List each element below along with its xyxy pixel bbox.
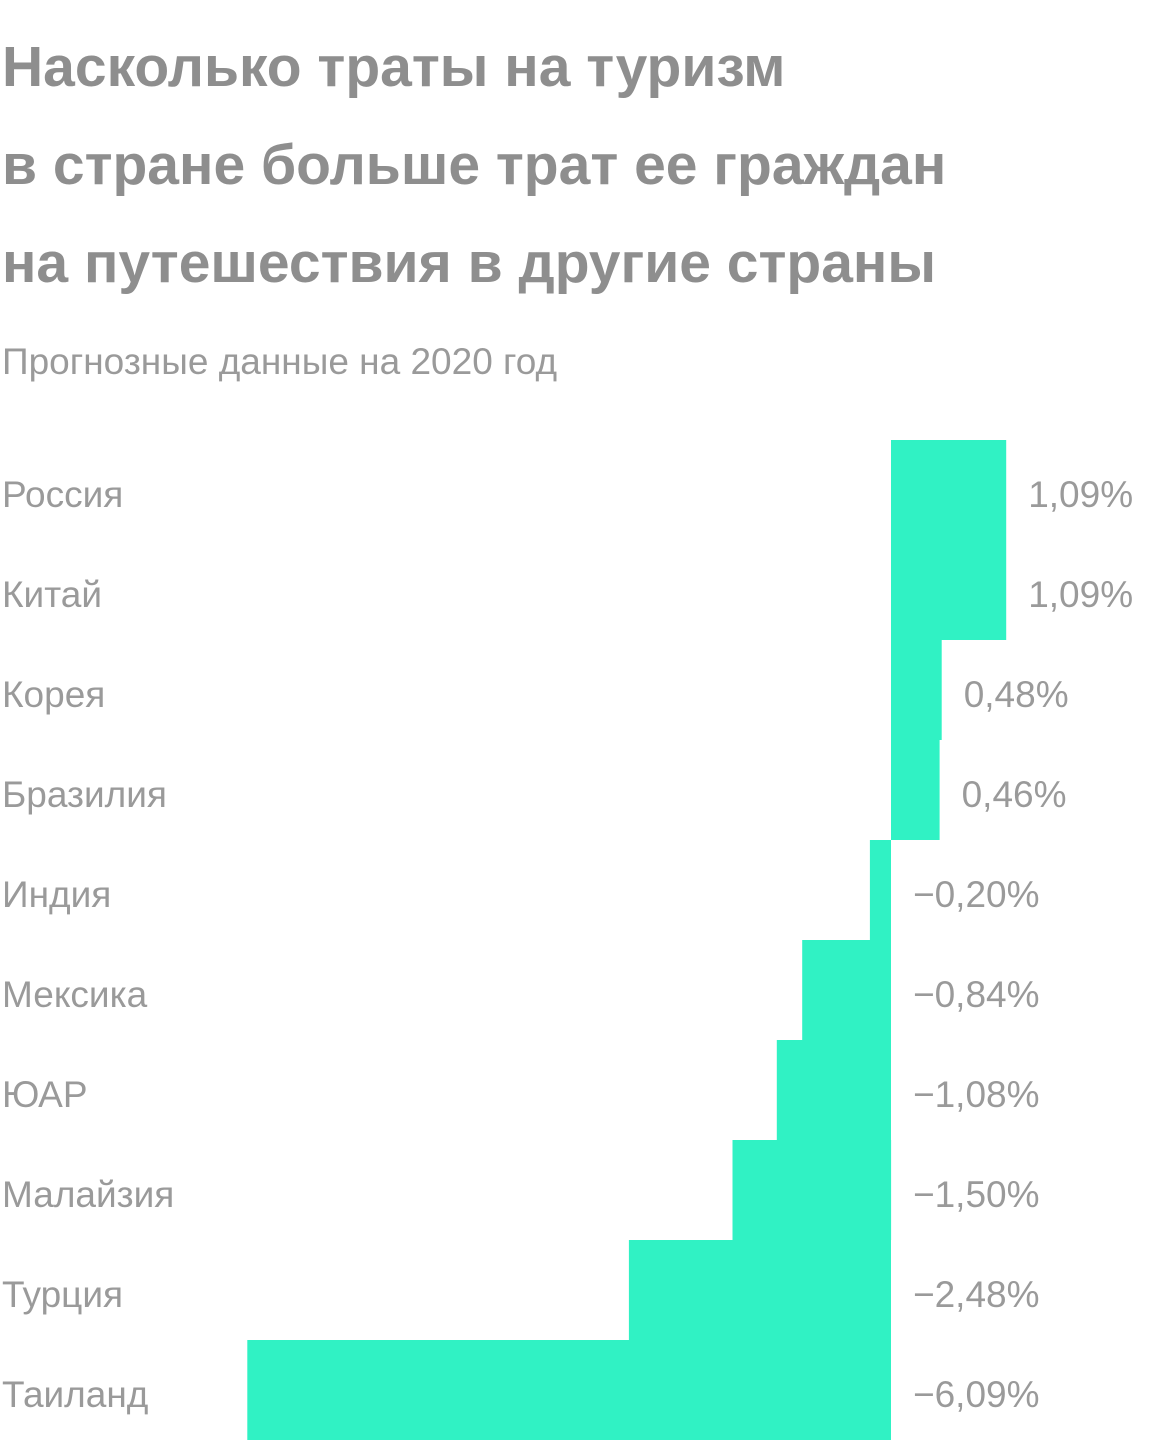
category-label-1: Россия xyxy=(2,474,123,515)
category-label-7: ЮАР xyxy=(2,1074,88,1115)
bar-9 xyxy=(628,1240,891,1340)
value-label-5: −0,20% xyxy=(913,874,1040,915)
bar-5 xyxy=(869,840,891,940)
value-label-7: −1,08% xyxy=(913,1074,1040,1115)
chart-title: Насколько траты на туризм в стране больш… xyxy=(2,18,1152,312)
category-label-8: Малайзия xyxy=(2,1174,174,1215)
category-label-4: Бразилия xyxy=(2,774,167,815)
chart-subtitle: Прогнозные данные на 2020 год xyxy=(2,341,558,382)
value-labels-group: 1,09% 1,09% 0,48% 0,46% −0,20% −0,84% −1,08% −1… xyxy=(913,474,1133,1415)
bar-1 xyxy=(891,440,1007,540)
chart-title-line-3: на путешествия в другие страны xyxy=(2,231,937,295)
value-label-4: 0,46% xyxy=(962,774,1067,815)
category-label-9: Турция xyxy=(2,1274,123,1315)
chart-title-line-1: Насколько траты на туризм xyxy=(2,35,786,99)
bars-group xyxy=(247,440,1007,1440)
category-label-2: Китай xyxy=(2,574,102,615)
bar-4 xyxy=(891,740,940,840)
value-label-6: −0,84% xyxy=(913,974,1040,1015)
bar-10 xyxy=(247,1340,892,1440)
bar-7 xyxy=(776,1040,891,1140)
value-label-2: 1,09% xyxy=(1028,574,1133,615)
value-label-10: −6,09% xyxy=(913,1374,1040,1415)
value-label-3: 0,48% xyxy=(964,674,1069,715)
bar-3 xyxy=(891,640,942,740)
value-label-9: −2,48% xyxy=(913,1274,1040,1315)
category-label-5: Индия xyxy=(2,874,111,915)
value-label-8: −1,50% xyxy=(913,1174,1040,1215)
category-labels-group: Россия Китай Корея Бразилия Индия Мексика ЮАР М… xyxy=(2,474,174,1415)
bar-8 xyxy=(732,1140,892,1240)
bar-6 xyxy=(802,940,891,1040)
category-label-10: Таиланд xyxy=(2,1374,148,1415)
category-label-6: Мексика xyxy=(2,974,148,1015)
bar-2 xyxy=(891,540,1007,640)
category-label-3: Корея xyxy=(2,674,105,715)
chart-title-line-2: в стране больше трат ее граждан xyxy=(2,133,947,197)
value-label-1: 1,09% xyxy=(1028,474,1133,515)
